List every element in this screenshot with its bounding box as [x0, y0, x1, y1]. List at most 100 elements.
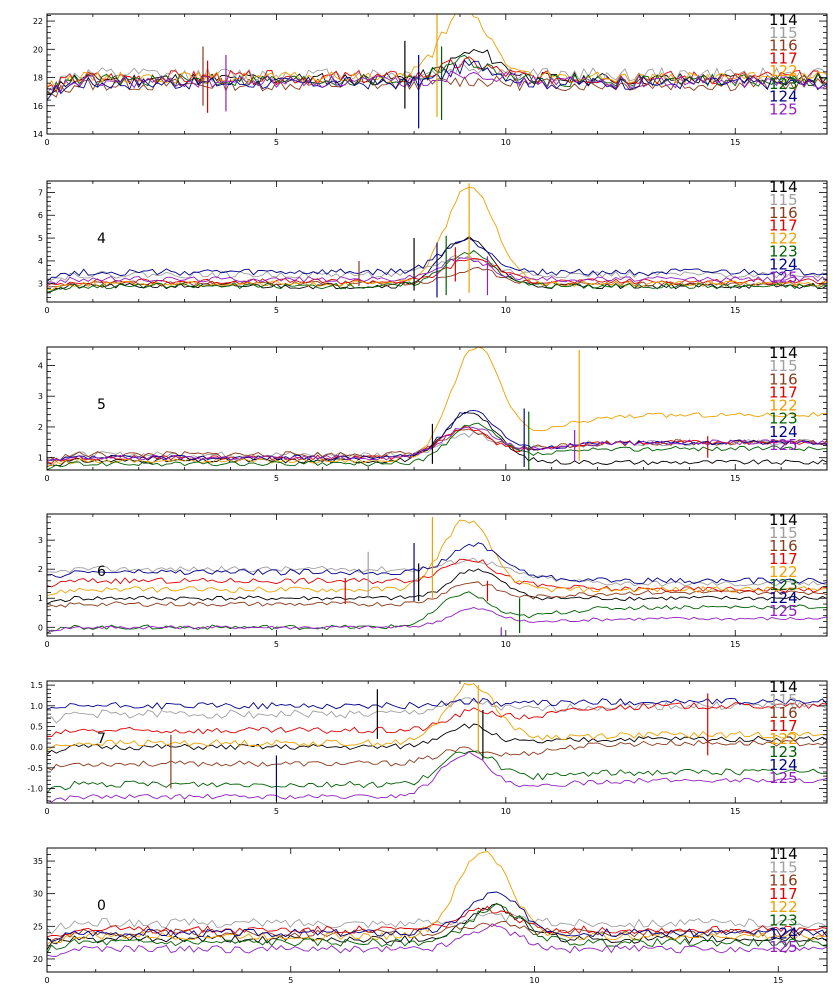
panel-label: 4	[97, 231, 106, 247]
series-line-117	[47, 702, 827, 738]
legend-entry-123: 123	[769, 743, 798, 761]
y-tick-label: 16	[33, 102, 43, 111]
series-line-124	[47, 409, 827, 461]
y-tick-label: 1	[38, 594, 43, 603]
panel-4: 0 5 10 15-1.0-0.50.00.51.01.571141151161171…	[27, 678, 828, 816]
x-tick-label: 5	[274, 306, 279, 315]
y-tick-label: 20	[33, 955, 43, 964]
y-tick-label: 0	[38, 623, 43, 632]
x-tick-label: 5	[288, 976, 293, 985]
legend-entry-114: 114	[769, 845, 798, 863]
x-tick-label: 5	[274, 640, 279, 649]
legend-entry-124: 124	[769, 255, 798, 273]
y-tick-label: 1.5	[30, 681, 43, 690]
y-tick-label: 6	[38, 211, 43, 220]
legend-entry-124: 124	[769, 925, 798, 943]
series-line-124	[47, 891, 827, 943]
y-tick-label: -0.5	[27, 764, 43, 773]
legend-entry-125: 125	[769, 602, 798, 620]
x-tick-label: 10	[501, 306, 511, 315]
legend-entry-115: 115	[769, 524, 798, 542]
series-line-122	[47, 851, 827, 946]
series-line-114	[47, 903, 827, 951]
series-line-123	[47, 750, 827, 794]
legend-entry-115: 115	[769, 858, 798, 876]
legend-entry-115: 115	[769, 24, 798, 42]
x-tick-label: 0	[44, 306, 49, 315]
legend-entry-122: 122	[769, 730, 798, 748]
legend-entry-123: 123	[769, 410, 798, 428]
y-tick-label: 3	[38, 536, 43, 545]
panel-label: 0	[97, 898, 106, 914]
y-tick-label: -1.0	[27, 785, 43, 794]
legend-entry-123: 123	[769, 75, 798, 93]
x-tick-label: 15	[730, 306, 740, 315]
series-line-116	[47, 581, 827, 608]
panel-label: 7	[97, 731, 106, 747]
y-tick-label: 1	[38, 454, 43, 463]
legend-entry-122: 122	[769, 563, 798, 581]
series-line-123	[47, 902, 827, 954]
plot-frame	[46, 680, 828, 804]
legend-entry-116: 116	[769, 704, 798, 722]
legend-entry-115: 115	[769, 191, 798, 209]
series-line-114	[47, 568, 827, 605]
legend-entry-116: 116	[769, 872, 798, 890]
series-line-124	[47, 697, 827, 710]
legend-entry-115: 115	[769, 357, 798, 375]
legend-entry-125: 125	[769, 769, 798, 787]
series-line-114	[47, 411, 827, 468]
y-tick-label: 20	[33, 45, 43, 54]
plot-frame	[46, 180, 828, 303]
x-tick-label: 15	[730, 138, 740, 147]
y-tick-label: 4	[38, 257, 43, 266]
x-tick-label: 15	[773, 976, 783, 985]
y-tick-label: 2	[38, 565, 43, 574]
legend-entry-116: 116	[769, 537, 798, 555]
plot-frame	[46, 513, 828, 637]
panel-label: 6	[97, 564, 106, 580]
plot-frame	[46, 13, 828, 135]
series-line-125	[47, 751, 827, 803]
legend-entry-116: 116	[769, 204, 798, 222]
legend-entry-122: 122	[769, 898, 798, 916]
series-line-122	[47, 519, 827, 597]
x-tick-label: 15	[730, 807, 740, 816]
x-tick-label: 5	[274, 474, 279, 483]
x-tick-label: 5	[274, 807, 279, 816]
x-tick-label: 10	[501, 640, 511, 649]
y-tick-label: 0.5	[30, 722, 43, 731]
legend-entry-122: 122	[769, 62, 798, 80]
series-line-116	[47, 428, 827, 462]
legend-entry-124: 124	[769, 423, 798, 441]
series-line-115	[47, 912, 827, 935]
x-tick-label: 0	[44, 640, 49, 649]
series-line-116	[47, 739, 827, 771]
legend-entry-125: 125	[769, 938, 798, 956]
legend-entry-114: 114	[769, 178, 798, 196]
legend-entry-114: 114	[769, 678, 798, 696]
series-line-114	[47, 723, 827, 755]
legend-entry-125: 125	[769, 436, 798, 454]
y-tick-label: 30	[33, 890, 43, 899]
legend-entry-114: 114	[769, 344, 798, 362]
legend-entry-124: 124	[769, 756, 798, 774]
series-line-124	[47, 542, 827, 585]
legend-entry-122: 122	[769, 230, 798, 248]
legend-entry-117: 117	[769, 717, 798, 735]
x-tick-label: 0	[44, 976, 49, 985]
x-tick-label: 0	[44, 474, 49, 483]
series-line-116	[47, 920, 827, 941]
legend-entry-124: 124	[769, 88, 798, 106]
legend-entry-115: 115	[769, 691, 798, 709]
x-tick-label: 5	[274, 138, 279, 147]
plot-frame	[46, 847, 828, 973]
legend-entry-114: 114	[769, 11, 798, 29]
series-line-115	[47, 557, 827, 587]
legend-entry-116: 116	[769, 370, 798, 388]
legend-entry-117: 117	[769, 885, 798, 903]
